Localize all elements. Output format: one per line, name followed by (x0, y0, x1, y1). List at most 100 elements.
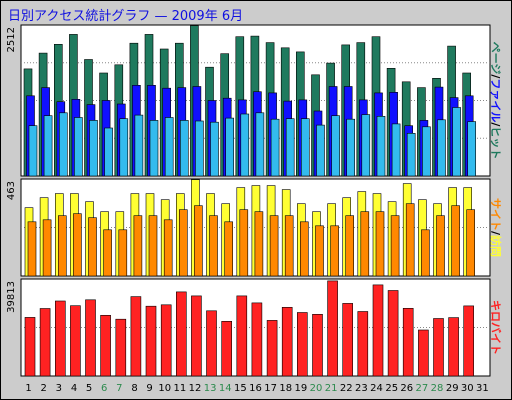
bar-kilobyte-15 (236, 295, 248, 377)
bar-hit-10 (164, 117, 174, 177)
day-label-1: 1 (25, 383, 31, 394)
day-label-11: 11 (174, 383, 187, 394)
bar-visit-25 (390, 215, 400, 277)
page-title: 日別アクセス統計グラフ — 2009年 6月 (8, 9, 244, 24)
bar-hit-24 (376, 116, 386, 177)
right-label-segment: / (490, 231, 503, 236)
bar-kilobyte-25 (387, 290, 399, 377)
bar-visit-13 (209, 215, 218, 277)
day-label-30: 30 (461, 383, 474, 394)
day-label-20: 20 (310, 383, 323, 394)
bar-visit-29 (451, 205, 460, 277)
bar-visit-30 (466, 209, 476, 277)
bar-hit-14 (225, 117, 234, 177)
day-label-8: 8 (131, 383, 137, 394)
day-label-31: 31 (476, 383, 489, 394)
bar-kilobyte-21 (327, 280, 338, 377)
right-label-bottom: キロバイト (490, 300, 503, 355)
bar-kilobyte-2 (39, 308, 51, 377)
bar-hit-3 (58, 112, 68, 177)
right-label-middle: サイト/訪問 (490, 198, 504, 257)
bar-visit-7 (118, 229, 128, 277)
day-label-10: 10 (158, 383, 171, 394)
day-label-17: 17 (264, 383, 277, 394)
day-label-23: 23 (355, 383, 368, 394)
bar-hit-29 (452, 107, 461, 177)
ymax-label-bottom: 39813 (6, 281, 17, 313)
day-label-24: 24 (370, 383, 383, 394)
bar-visit-16 (254, 211, 264, 277)
day-label-25: 25 (385, 383, 398, 394)
bar-hit-22 (346, 118, 356, 177)
bar-visit-28 (436, 215, 445, 277)
right-label-segment: ヒット (490, 126, 503, 159)
bar-hit-2 (43, 115, 53, 177)
right-label-segment: ページ (490, 42, 503, 75)
bar-hit-5 (89, 120, 98, 177)
bar-hit-25 (391, 123, 401, 177)
bar-visit-11 (179, 209, 188, 277)
bar-visit-5 (88, 217, 97, 277)
right-label-segment: ファイル (490, 78, 503, 122)
bar-kilobyte-3 (54, 300, 66, 377)
day-label-3: 3 (56, 383, 62, 394)
bar-visit-15 (239, 209, 249, 277)
bar-visit-14 (224, 221, 233, 277)
right-label-segment: キロバイト (490, 300, 503, 355)
day-label-5: 5 (86, 383, 92, 394)
day-label-26: 26 (400, 383, 413, 394)
bar-visit-6 (103, 229, 112, 277)
bar-hit-4 (74, 117, 83, 177)
bar-kilobyte-11 (176, 291, 187, 377)
bar-visit-8 (133, 215, 143, 277)
day-label-27: 27 (416, 383, 429, 394)
bar-hit-30 (467, 121, 477, 177)
bar-hit-9 (149, 120, 159, 177)
day-label-19: 19 (295, 383, 308, 394)
bar-hit-6 (104, 127, 113, 177)
right-label-segment: 訪問 (490, 235, 504, 257)
bar-visit-4 (73, 213, 82, 277)
bar-hit-20 (316, 124, 325, 177)
bar-visit-26 (405, 203, 415, 277)
day-label-16: 16 (249, 383, 262, 394)
bar-kilobyte-28 (433, 318, 444, 377)
day-label-6: 6 (101, 383, 107, 394)
day-label-15: 15 (234, 383, 247, 394)
bar-kilobyte-5 (85, 299, 96, 377)
bar-hit-1 (28, 125, 38, 177)
bar-visit-23 (360, 211, 370, 277)
day-label-28: 28 (431, 383, 444, 394)
day-label-7: 7 (116, 383, 122, 394)
bar-kilobyte-9 (145, 305, 157, 377)
bar-visit-12 (194, 205, 203, 277)
bar-hit-27 (422, 126, 431, 177)
day-label-2: 2 (41, 383, 47, 394)
right-label-segment: / (490, 74, 503, 79)
right-label-segment: / (490, 122, 503, 127)
bar-kilobyte-23 (357, 311, 369, 377)
bar-kilobyte-7 (115, 318, 127, 377)
ymax-label-top: 2512 (6, 27, 17, 52)
bar-hit-17 (270, 118, 280, 177)
bar-kilobyte-30 (463, 305, 475, 377)
bar-kilobyte-10 (160, 304, 172, 377)
bar-hit-21 (331, 115, 340, 177)
bar-hit-16 (255, 112, 265, 177)
bar-kilobyte-4 (70, 305, 81, 377)
day-label-4: 4 (71, 383, 77, 394)
bar-kilobyte-12 (191, 295, 202, 377)
bar-visit-9 (148, 215, 158, 277)
bar-kilobyte-26 (402, 307, 414, 377)
bar-kilobyte-27 (418, 329, 429, 377)
bar-visit-1 (27, 221, 37, 277)
bar-kilobyte-1 (24, 317, 36, 377)
bar-visit-27 (421, 229, 430, 277)
bar-hit-15 (240, 113, 250, 177)
bar-kilobyte-18 (281, 306, 293, 377)
bar-hit-23 (361, 114, 371, 177)
day-label-12: 12 (189, 383, 202, 394)
day-label-18: 18 (279, 383, 292, 394)
bar-visit-20 (315, 225, 324, 277)
